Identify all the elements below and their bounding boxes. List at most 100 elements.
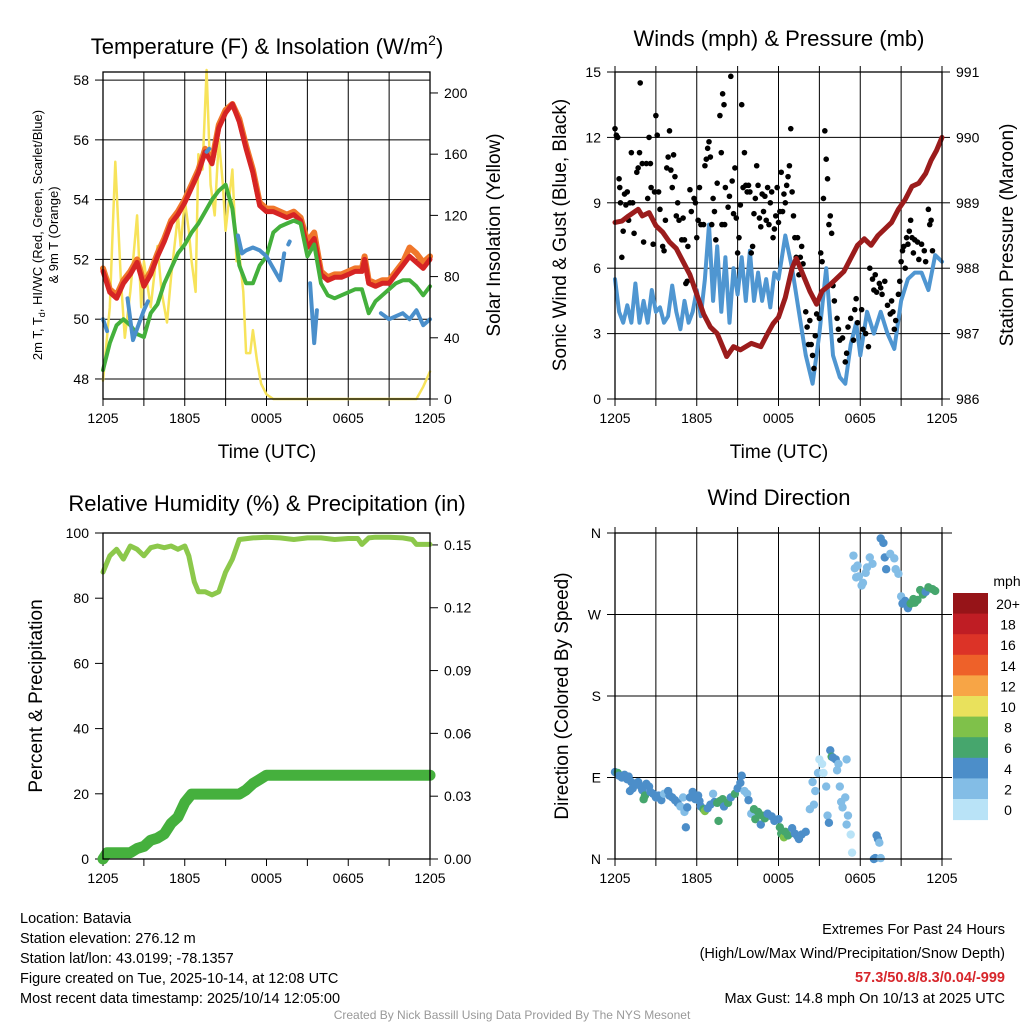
gust-point: [685, 243, 691, 250]
gust-point: [672, 173, 678, 180]
wind-direction-point: [678, 793, 688, 802]
rh-plot-frame: [102, 532, 431, 860]
gust-point: [760, 208, 767, 215]
winddir-ylabel: Direction (Colored By Speed): [552, 572, 573, 819]
rh-xtick-label: 1805: [169, 870, 200, 886]
temp-ytick-label: 50: [73, 311, 89, 327]
gust-point: [753, 162, 760, 169]
winddir-panel-title: Wind Direction: [707, 485, 850, 510]
colorbar-label: 10: [1000, 699, 1016, 715]
wind-y2tick-label: 990: [956, 129, 980, 145]
gust-point: [763, 217, 770, 224]
rh-ytick-label: 0: [81, 851, 89, 867]
wind-direction-point: [808, 777, 817, 787]
gust-point: [681, 237, 688, 243]
wind-xtick-label: 0005: [763, 410, 794, 426]
wind-y2label: Station Pressure (Maroon): [997, 124, 1018, 347]
gust-point: [751, 210, 757, 217]
gust-point: [647, 160, 654, 167]
gust-point: [725, 204, 731, 210]
wind-direction-point: [853, 561, 862, 570]
gust-point: [721, 221, 728, 228]
rh-xtick-label: 1205: [414, 870, 445, 886]
temp-y2tick-label: 40: [444, 330, 460, 346]
gust-point: [873, 289, 880, 295]
colorbar-label: 18: [1000, 617, 1016, 633]
gust-point: [794, 234, 801, 241]
gust-point: [766, 221, 772, 228]
rh-ylabel: Percent & Precipitation: [26, 599, 47, 792]
rh-ytick-label: 40: [73, 721, 89, 737]
temp-y2label: Solar Insolation (Yellow): [484, 133, 505, 336]
gust-point: [842, 359, 849, 365]
gust-point: [847, 315, 854, 322]
wind-direction-point: [824, 818, 834, 827]
gust-point: [902, 265, 909, 272]
gust-point: [700, 221, 707, 228]
gust-point: [804, 324, 810, 330]
gust-point: [779, 208, 786, 215]
colorbar-label: 8: [1004, 720, 1012, 736]
gust-point: [635, 165, 641, 171]
wind-direction-point: [841, 793, 850, 802]
gust-point: [819, 258, 825, 265]
wind-direction-point: [783, 831, 793, 840]
gust-point: [688, 208, 695, 215]
gust-point: [928, 217, 934, 224]
wind-direction-point: [714, 816, 723, 826]
gust-point: [706, 138, 712, 145]
rh-y2tick-label: 0.03: [444, 788, 471, 804]
gust-point: [629, 200, 636, 206]
temp-ytick-label: 56: [73, 132, 89, 148]
station-info: Location: Batavia Station elevation: 276…: [20, 911, 340, 1007]
temp-xlabel: Time (UTC): [218, 442, 317, 463]
gust-point: [665, 154, 671, 160]
gust-point: [892, 317, 899, 324]
temp-series-2m-t: [100, 101, 433, 301]
extremes-values: 57.3/50.8/8.3/0.04/-999: [855, 970, 1005, 986]
wind-direction-point: [681, 823, 691, 832]
temp-xtick-label: 1205: [414, 410, 445, 426]
gust-point: [619, 254, 625, 261]
wind-direction-point: [881, 565, 891, 574]
gust-point: [854, 319, 861, 326]
gust-point: [734, 250, 741, 256]
gust-point: [708, 221, 715, 228]
gust-point: [757, 223, 764, 230]
gust-point: [852, 306, 858, 313]
colorbar-swatch: [953, 716, 988, 738]
wind-direction-point: [930, 586, 940, 596]
gust-point: [692, 200, 699, 206]
gust-point: [812, 332, 819, 339]
gust-point: [628, 149, 635, 156]
wind-direction-point: [865, 553, 874, 562]
gust-point: [783, 182, 790, 189]
colorbar-label: 20+: [996, 596, 1020, 612]
wind-direction-point: [847, 848, 857, 857]
gust-point: [691, 195, 697, 202]
gust-point: [749, 243, 756, 250]
temp-ytick-label: 48: [73, 371, 89, 387]
colorbar-swatch: [953, 778, 988, 800]
gust-point: [726, 193, 733, 200]
gust-point: [820, 195, 827, 202]
temp-xtick-label: 0005: [251, 410, 282, 426]
gust-point: [891, 326, 898, 333]
colorbar-swatch: [953, 634, 988, 656]
gust-point: [670, 152, 677, 158]
wind-y2tick-label: 991: [956, 64, 980, 80]
winddir-xtick-label: 0005: [763, 870, 794, 886]
wind-direction-point: [736, 778, 745, 788]
wind-direction-point: [826, 746, 835, 755]
wind-direction-point: [846, 830, 855, 839]
gust-point: [922, 258, 929, 265]
temp-ytick-label: 54: [73, 192, 89, 208]
gust-point: [884, 302, 891, 309]
rh-ytick-label: 20: [73, 786, 89, 802]
wind-direction-point: [868, 559, 877, 568]
gust-point: [826, 221, 832, 228]
location-text: Location: Batavia: [20, 911, 132, 927]
wind-direction-point: [737, 771, 746, 780]
wind-ytick-label: 6: [593, 260, 601, 276]
temp-ytick-label: 52: [73, 251, 89, 267]
